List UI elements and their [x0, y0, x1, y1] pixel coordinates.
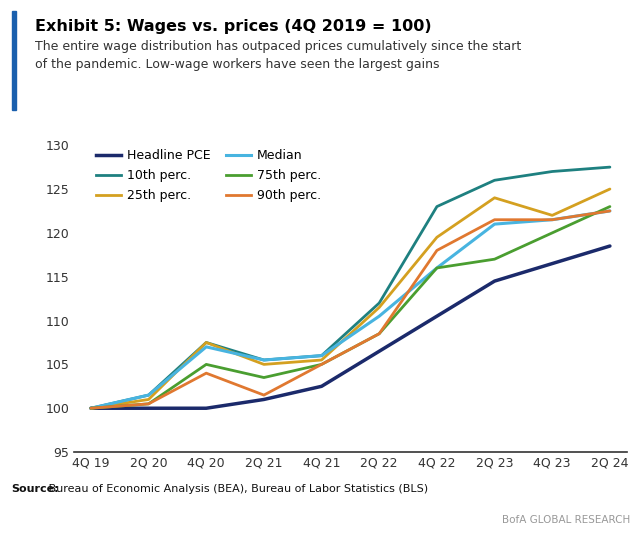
- Text: The entire wage distribution has outpaced prices cumulatively since the start
of: The entire wage distribution has outpace…: [35, 40, 522, 71]
- Text: Source:: Source:: [12, 484, 59, 494]
- Text: BofA GLOBAL RESEARCH: BofA GLOBAL RESEARCH: [502, 515, 630, 525]
- Text: Bureau of Economic Analysis (BEA), Bureau of Labor Statistics (BLS): Bureau of Economic Analysis (BEA), Burea…: [45, 484, 428, 494]
- Text: Exhibit 5: Wages vs. prices (4Q 2019 = 100): Exhibit 5: Wages vs. prices (4Q 2019 = 1…: [35, 19, 432, 34]
- Legend: Headline PCE, 10th perc., 25th perc., Median, 75th perc., 90th perc.: Headline PCE, 10th perc., 25th perc., Me…: [91, 144, 326, 207]
